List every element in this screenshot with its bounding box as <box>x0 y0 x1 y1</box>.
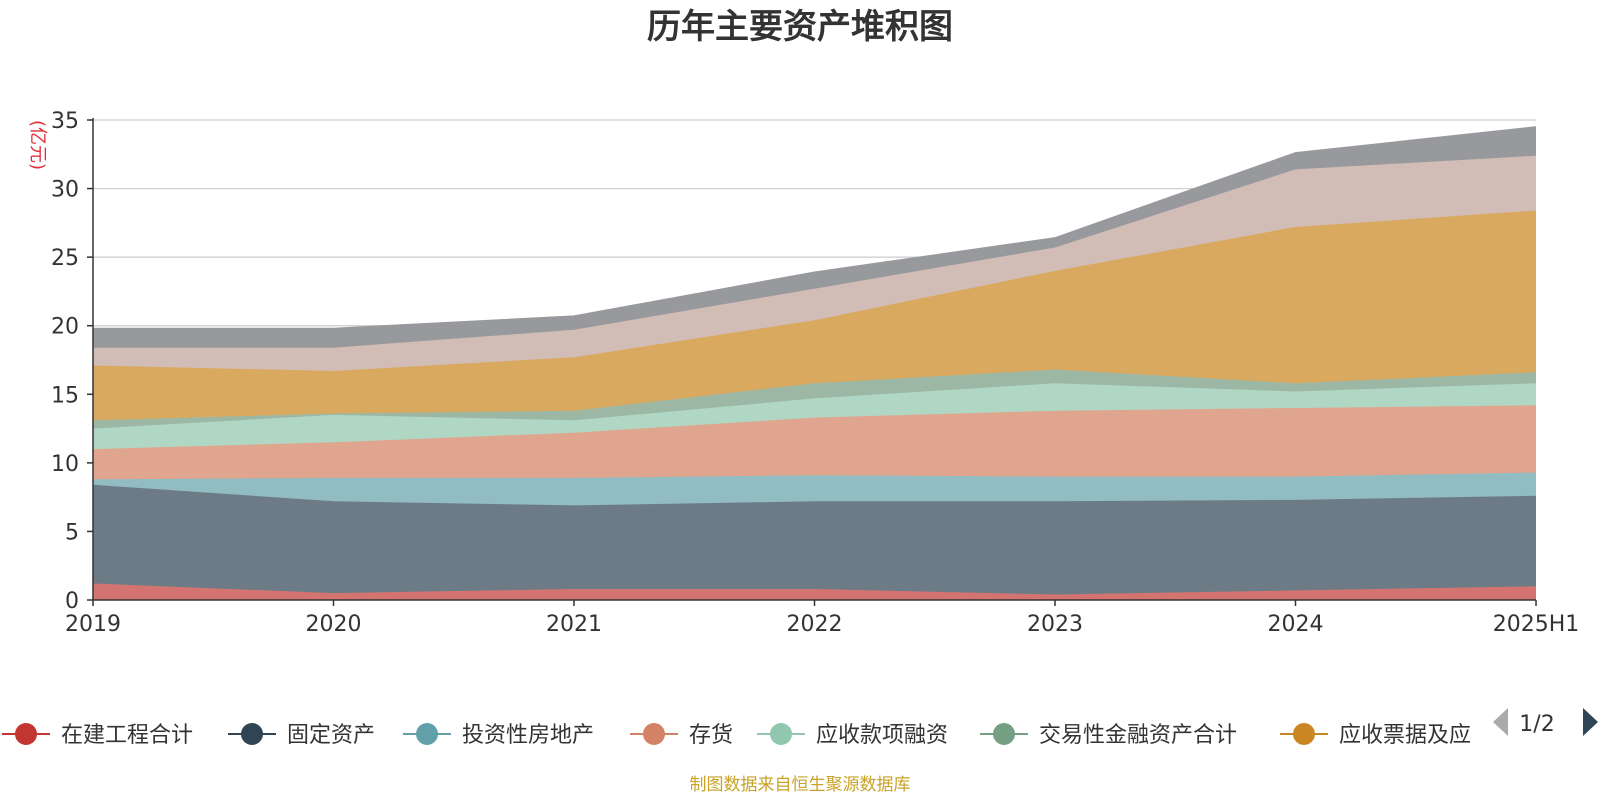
legend-marker-icon <box>993 723 1015 745</box>
y-tick-label: 30 <box>51 178 79 203</box>
legend-marker-icon <box>643 723 665 745</box>
area-series-5 <box>93 369 1536 429</box>
legend-item-4[interactable]: 应收款项融资 <box>757 723 948 748</box>
area-series-line-8 <box>93 126 1537 330</box>
x-tick-label: 2020 <box>306 612 362 637</box>
y-tick-label: 0 <box>65 589 79 614</box>
area-series-0 <box>93 583 1536 600</box>
area-series-4 <box>93 383 1536 450</box>
legend-label: 投资性房地产 <box>462 723 594 748</box>
data-source-note: 制图数据来自恒生聚源数据库 <box>690 775 911 795</box>
x-tick-label: 2021 <box>546 612 602 637</box>
area-series-3 <box>93 405 1536 480</box>
chart-title: 历年主要资产堆积图 <box>647 7 953 47</box>
x-tick-label: 2022 <box>787 612 843 637</box>
x-tick-label: 2019 <box>65 612 121 637</box>
legend-item-1[interactable]: 固定资产 <box>228 723 375 748</box>
y-tick-label: 10 <box>51 452 79 477</box>
legend-label: 应收票据及应 <box>1339 723 1471 748</box>
legend-marker-icon <box>1293 723 1315 745</box>
legend-next-page-icon[interactable] <box>1583 708 1598 736</box>
legend-prev-page-icon[interactable] <box>1493 708 1508 736</box>
legend-label: 固定资产 <box>287 723 375 748</box>
legend-item-2[interactable]: 投资性房地产 <box>403 723 594 748</box>
area-series-1 <box>93 484 1536 595</box>
y-tick-label: 20 <box>51 315 79 340</box>
legend-item-3[interactable]: 存货 <box>630 723 733 748</box>
y-tick-label: 25 <box>51 246 79 271</box>
legend-pager: 1/2 <box>1493 708 1598 737</box>
y-tick-label: 5 <box>65 520 79 545</box>
x-tick-label: 2023 <box>1027 612 1083 637</box>
axes: 0 5 10 15 20 25 30 35 2019 2020 2021 2022 2023 2024 20… <box>51 109 1579 637</box>
legend-label: 交易性金融资产合计 <box>1039 723 1237 748</box>
y-tick-label: 15 <box>51 383 79 408</box>
legend-page-indicator: 1/2 <box>1519 712 1554 737</box>
area-series-2 <box>93 472 1536 506</box>
area-series-6 <box>93 210 1536 421</box>
area-series-group <box>92 126 1537 600</box>
legend-item-5[interactable]: 交易性金融资产合计 <box>980 723 1237 748</box>
legend-item-6[interactable]: 应收票据及应 <box>1280 723 1471 748</box>
legend-marker-icon <box>416 723 438 745</box>
legend-marker-icon <box>241 723 263 745</box>
legend-marker-icon <box>770 723 792 745</box>
legend-marker-icon <box>15 723 37 745</box>
area-series-8 <box>93 126 1536 348</box>
x-tick-label: 2025H1 <box>1493 612 1580 637</box>
legend-item-0[interactable]: 在建工程合计 <box>2 723 193 748</box>
area-series-7 <box>93 155 1536 371</box>
legend: 在建工程合计 固定资产 投资性房地产 存货 应收款项融资 交易性金融资产合计 应收票据及应 <box>2 723 1471 748</box>
x-tick-label: 2024 <box>1268 612 1324 637</box>
legend-label: 存货 <box>689 723 733 748</box>
legend-label: 在建工程合计 <box>61 723 193 748</box>
y-axis-unit-label: (亿元) <box>27 120 48 170</box>
y-tick-label: 35 <box>51 109 79 134</box>
legend-label: 应收款项融资 <box>816 723 948 748</box>
